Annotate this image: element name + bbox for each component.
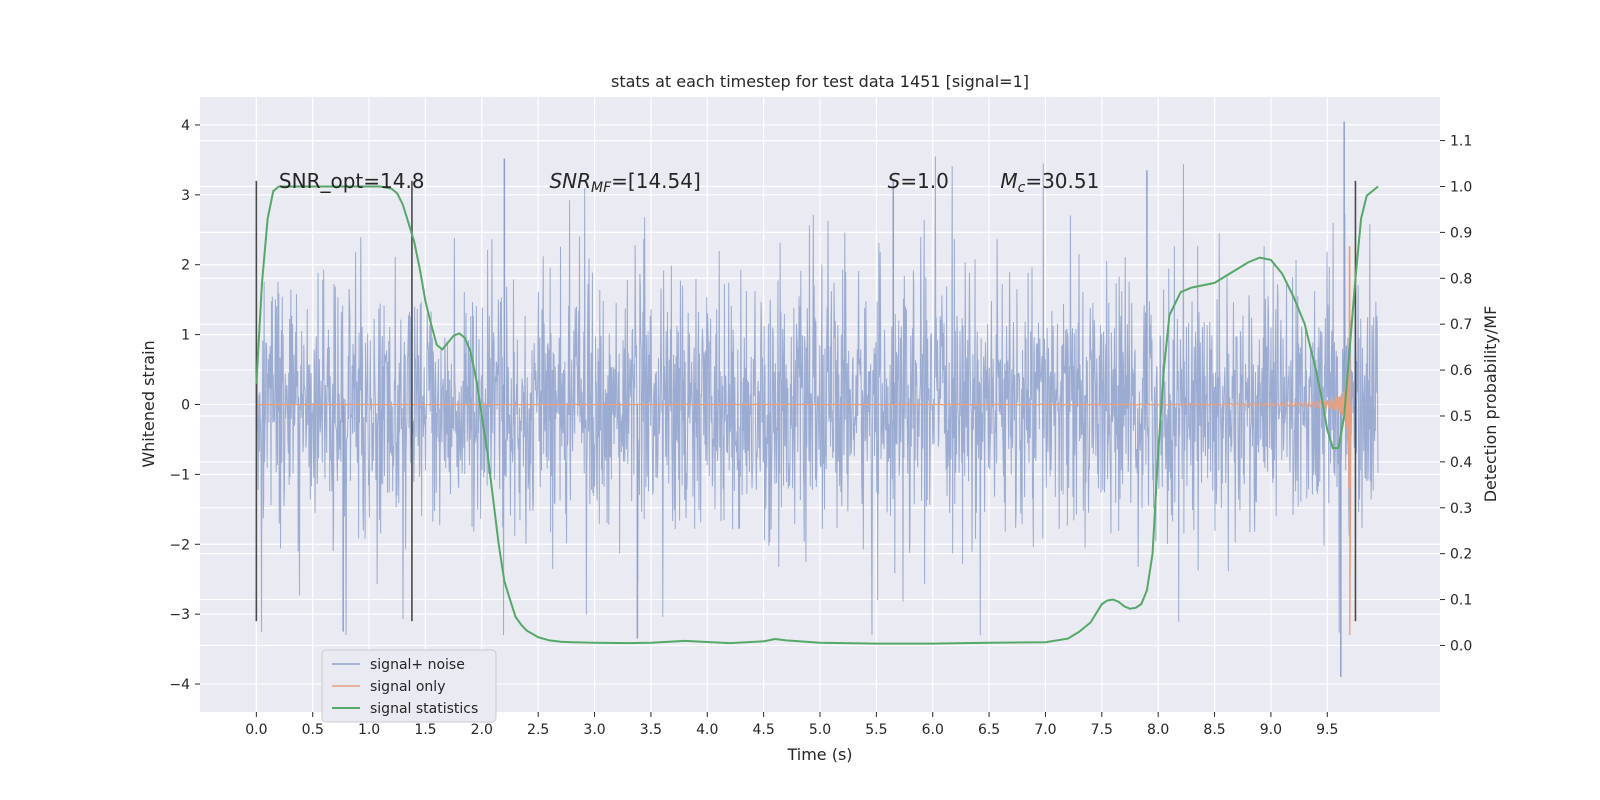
x-tick-label-0: 0.0 — [245, 722, 267, 738]
signal-only-series — [256, 246, 1352, 636]
annotation-s-value-value: =1.0 — [900, 169, 949, 193]
annotation-snr-mf-value: =[14.54] — [611, 169, 701, 193]
y2-tick-label-8: 0.8 — [1450, 271, 1472, 287]
y-tick-label-1: −3 — [169, 607, 190, 623]
y2-tick-label-0: 0.0 — [1450, 638, 1472, 654]
y2-tick-label-5: 0.5 — [1450, 409, 1472, 425]
x-tick-label-5: 2.5 — [527, 722, 549, 738]
x-tick-label-11: 5.5 — [865, 722, 887, 738]
x-tick-label-13: 6.5 — [978, 722, 1000, 738]
x-tick-label-15: 7.5 — [1091, 722, 1113, 738]
y2-axis-title: Detection probability/MF — [1481, 306, 1500, 503]
x-tick-label-19: 9.5 — [1316, 722, 1338, 738]
y-tick-label-8: 4 — [181, 118, 190, 134]
chart-title: stats at each timestep for test data 145… — [611, 72, 1029, 91]
y-tick-label-7: 3 — [181, 188, 190, 204]
x-tick-label-7: 3.5 — [640, 722, 662, 738]
x-tick-label-6: 3.0 — [583, 722, 605, 738]
y-axis-title: Whitened strain — [139, 340, 158, 467]
annotation-snr-mf-main: SNR — [549, 169, 591, 193]
x-tick-label-17: 8.5 — [1203, 722, 1225, 738]
y2-tick-label-9: 0.9 — [1450, 225, 1472, 241]
legend-box — [321, 649, 497, 723]
annotation-s-value-main: S — [888, 169, 901, 193]
y-tick-label-3: −1 — [169, 467, 190, 483]
y2-tick-label-1: 0.1 — [1450, 593, 1472, 609]
y2-tick-label-3: 0.3 — [1450, 501, 1472, 517]
y2-tick-label-4: 0.4 — [1450, 455, 1472, 471]
x-tick-label-18: 9.0 — [1260, 722, 1282, 738]
x-tick-label-9: 4.5 — [753, 722, 775, 738]
y-tick-label-6: 2 — [181, 258, 190, 274]
x-tick-label-2: 1.0 — [358, 722, 380, 738]
legend-label-0: signal+ noise — [370, 657, 465, 673]
signal-statistics-line — [255, 185, 1379, 645]
signal-statistics-series — [255, 185, 1379, 645]
x-tick-label-1: 0.5 — [302, 722, 324, 738]
y-tick-label-5: 1 — [181, 328, 190, 344]
annotation-snr-mf-sub: MF — [591, 180, 612, 196]
y-tick-label-2: −2 — [169, 537, 190, 553]
x-tick-label-8: 4.0 — [696, 722, 718, 738]
signal-only-line — [256, 246, 1352, 636]
y2-tick-label-11: 1.1 — [1450, 134, 1472, 150]
y2-tick-label-6: 0.6 — [1450, 363, 1472, 379]
y-axis-ticks: −4 −3 −2 −1 0 1 2 3 4 — [169, 118, 200, 693]
legend: signal+ noise signal only signal statistic… — [321, 649, 497, 723]
x-tick-label-3: 1.5 — [414, 722, 436, 738]
y2-axis-ticks: 0.0 0.1 0.2 0.3 0.4 0.5 0.6 0.7 0.8 0.9 1.0 1.1 — [1440, 134, 1472, 654]
annotation-s-value: S=1.0 — [888, 169, 949, 193]
x-axis-title: Time (s) — [786, 745, 852, 764]
annotation-snr-opt: SNR_opt=14.8 — [279, 169, 425, 193]
legend-label-1: signal only — [370, 679, 445, 695]
annotation-snr-mf: SNRMF=[14.54] — [549, 169, 700, 196]
y-tick-label-0: −4 — [169, 677, 190, 693]
y2-tick-label-10: 1.0 — [1450, 179, 1472, 195]
annotation-mc-value-value: =30.51 — [1025, 169, 1099, 193]
x-axis-ticks: 0.0 0.5 1.0 1.5 2.0 2.5 3.0 3.5 4.0 4.5 5.0 5.5 6.0 6… — [245, 712, 1338, 738]
signal-noise-series — [255, 121, 1379, 678]
y2-tick-label-2: 0.2 — [1450, 547, 1472, 563]
x-tick-label-14: 7.0 — [1034, 722, 1056, 738]
annotation-mc-value-main: M — [1000, 169, 1017, 193]
annotation-mc-value-sub: c — [1018, 180, 1026, 196]
annotation-mc-value: Mc=30.51 — [1000, 169, 1099, 196]
x-tick-label-10: 5.0 — [809, 722, 831, 738]
y-tick-label-4: 0 — [181, 398, 190, 414]
y2-tick-label-7: 0.7 — [1450, 317, 1472, 333]
x-tick-label-16: 8.0 — [1147, 722, 1169, 738]
vertical-markers — [255, 180, 1357, 622]
x-tick-label-12: 6.0 — [922, 722, 944, 738]
legend-label-2: signal statistics — [370, 701, 478, 717]
annotation-snr-opt-main: SNR_opt=14.8 — [279, 169, 425, 193]
x-tick-label-4: 2.0 — [471, 722, 493, 738]
signal-noise-line — [255, 156, 1379, 636]
annotations: SNR_opt=14.8 SNRMF=[14.54] S=1.0 Mc=30.51 — [279, 169, 1099, 196]
